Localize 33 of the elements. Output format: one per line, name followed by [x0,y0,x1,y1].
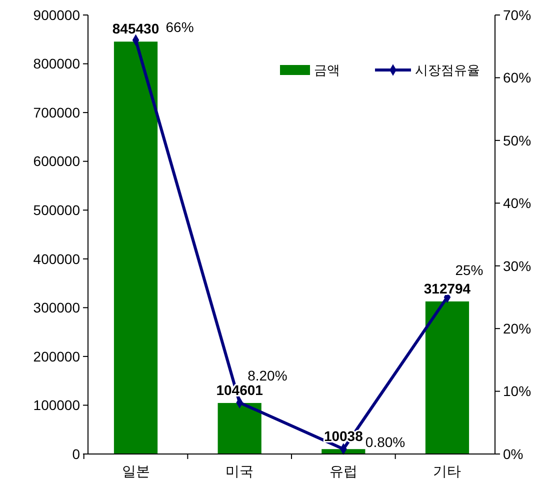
data-label: 25% [455,262,484,278]
y-tick-label: 200000 [33,348,80,364]
y-tick-label: 700000 [33,104,80,120]
x-tick-label: 유럽 [329,463,358,479]
bar [218,402,262,454]
y2-tick-label: 0% [503,446,524,462]
y2-tick-label: 70% [503,6,532,23]
y-tick-label: 400000 [33,250,80,267]
data-label: 312794 [424,280,471,296]
x-tick-label: 일본 [122,463,150,479]
y2-tick-label: 60% [503,70,532,86]
bar [425,301,470,454]
y2-tick-label: 10% [503,383,532,400]
bar [114,42,158,454]
y-tick-label: 900000 [33,6,80,23]
data-label: 8.20% [248,368,288,384]
y-tick-label: 600000 [33,153,80,170]
y2-tick-label: 40% [503,195,532,212]
y2-tick-label: 30% [503,258,532,274]
data-label: 0.80% [365,434,406,450]
y-tick-label: 500000 [33,202,80,218]
legend-label: 시장점유율 [415,62,480,78]
x-tick-label: 기타 [433,463,462,479]
y-tick-label: 800000 [33,56,80,72]
y-tick-label: 100000 [33,397,80,414]
y2-tick-label: 50% [503,132,532,148]
x-tick-label: 미국 [226,463,254,479]
data-label: 66% [166,19,194,36]
data-label: 845430 [112,20,160,37]
y-tick-label: 0 [72,446,80,462]
legend-label: 금액 [314,62,340,78]
y2-tick-label: 20% [503,320,532,336]
y-tick-label: 300000 [33,300,80,316]
